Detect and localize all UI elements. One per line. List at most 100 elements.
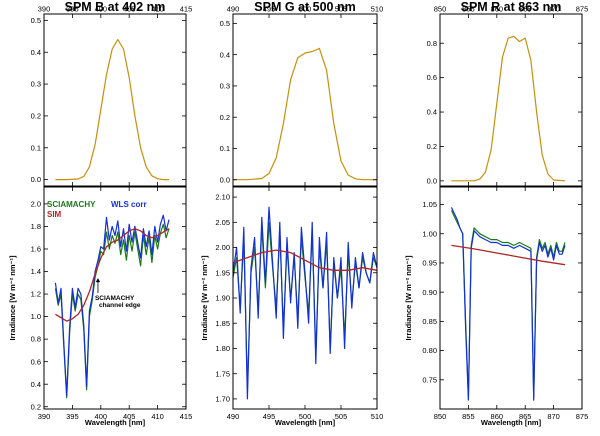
x-tick-label-top: 510	[371, 5, 384, 14]
x-tick-label-top: 410	[151, 5, 164, 14]
axes-frame	[439, 13, 583, 187]
y-tick-label: 1.95	[215, 268, 230, 277]
legend-sciamachy: SCIAMACHY	[47, 200, 96, 209]
axes-frame	[439, 186, 583, 410]
y-axis-label: Irradiance [W m⁻² nm⁻¹]	[8, 255, 17, 341]
x-tick-label: 500	[299, 412, 312, 421]
series-wls-line	[233, 206, 377, 400]
y-tick-label: 0.0	[427, 176, 437, 185]
y-tick-label: 0.95	[422, 259, 437, 268]
y-axis-label: Irradiance [W m⁻² nm⁻¹]	[404, 255, 413, 341]
y-tick-label: 1.80	[215, 344, 230, 353]
axes-frame	[232, 186, 378, 410]
y-tick-label: 0.5	[31, 16, 41, 25]
series-wls-line	[54, 214, 170, 397]
series-sim-line	[55, 228, 170, 322]
annotation-text: SCIAMACHY	[95, 295, 135, 302]
x-tick-label-top: 505	[335, 5, 348, 14]
x-tick-label-top: 495	[263, 5, 276, 14]
y-tick-label: 0.1	[220, 144, 230, 153]
upper-plot: 0.0 0.1 0.2 0.3 0.4 0.5 490 495 500 505 510	[220, 5, 384, 187]
y-tick-label: 0.3	[31, 80, 41, 89]
axes-frame	[43, 13, 187, 187]
series-wls-line	[450, 207, 566, 401]
y-tick-label: 0.0	[220, 175, 230, 184]
x-tick-label-top: 855	[462, 5, 475, 14]
x-axis-label: Wavelength [nm]	[481, 418, 542, 427]
x-tick-label: 410	[151, 412, 164, 421]
y-tick-label: 1.75	[215, 369, 230, 378]
x-tick-label: 390	[38, 412, 51, 421]
y-tick-label: 0.4	[31, 380, 41, 389]
x-tick-label-top: 415	[180, 5, 193, 14]
upper-plot: 0.0 0.2 0.4 0.6 0.8 850 855 860 865 870 875	[427, 5, 588, 187]
y-tick-label: 1.85	[215, 319, 230, 328]
lower-plot: 0.75 0.80 0.85 0.90 0.95 1.00 1.05 850 855 860 865…	[404, 186, 589, 427]
y-tick-label: 0.5	[220, 19, 230, 28]
x-tick-label: 505	[335, 412, 348, 421]
x-tick-label: 415	[180, 412, 193, 421]
x-tick-label: 865	[519, 412, 532, 421]
y-tick-label: 0.8	[427, 39, 437, 48]
y-tick-label: 0.1	[31, 143, 41, 152]
y-tick-label: 1.0	[31, 312, 41, 321]
x-tick-label-top: 500	[299, 5, 312, 14]
x-tick-label: 870	[547, 412, 560, 421]
legend-wls: WLS corr	[111, 200, 147, 209]
y-tick-label: 2.10	[215, 193, 230, 202]
y-tick-label: 0.4	[31, 48, 41, 57]
y-tick-label: 1.05	[422, 200, 437, 209]
axes-frame	[232, 13, 378, 187]
y-tick-label: 0.90	[422, 288, 437, 297]
x-tick-label-top: 865	[519, 5, 532, 14]
x-tick-label: 490	[227, 412, 240, 421]
y-tick-label: 0.0	[31, 175, 41, 184]
x-tick-label: 875	[576, 412, 589, 421]
y-tick-label: 0.3	[220, 82, 230, 91]
y-tick-label: 1.90	[215, 294, 230, 303]
y-tick-label: 1.6	[31, 245, 41, 254]
y-tick-label: 2.05	[215, 218, 230, 227]
y-tick-label: 0.4	[220, 50, 230, 59]
y-tick-label: 0.6	[427, 73, 437, 82]
x-tick-label: 495	[263, 412, 276, 421]
y-tick-label: 2.00	[215, 243, 230, 252]
series-sim-line	[451, 244, 566, 266]
chart-panel-R: SPM R at 863 nm 0.0 0.2 0.4 0.6 0.8 850 855 860 8…	[404, 0, 588, 427]
upper-plot: 0.0 0.1 0.2 0.3 0.4 0.5 390 395 400 405 410 415	[31, 5, 193, 187]
x-axis-label: Wavelength [nm]	[85, 418, 146, 427]
x-tick-label: 395	[66, 412, 79, 421]
x-tick-label: 510	[371, 412, 384, 421]
y-tick-label: 0.4	[427, 108, 437, 117]
y-tick-label: 0.8	[31, 335, 41, 344]
legend-sim: SIM	[47, 210, 62, 219]
series-sciamachy-line	[54, 223, 170, 399]
x-tick-label-top: 860	[491, 5, 504, 14]
y-tick-label: 1.00	[422, 229, 437, 238]
y-tick-label: 0.2	[31, 112, 41, 121]
y-tick-label: 0.75	[422, 375, 437, 384]
y-tick-label: 2.0	[31, 200, 41, 209]
chart-title: SPM G at 500 nm	[254, 0, 355, 14]
x-tick-label-top: 490	[227, 5, 240, 14]
x-axis-label: Wavelength [nm]	[275, 418, 336, 427]
series-srf-line	[233, 47, 377, 181]
y-tick-label: 0.2	[31, 402, 41, 411]
y-tick-label: 0.2	[220, 113, 230, 122]
y-tick-label: 0.2	[427, 142, 437, 151]
axes-frame	[43, 186, 187, 410]
lower-plot: 0.2 0.4 0.6 0.8 1.0 1.2 1.4 1.6 1.8 2.0 390 395 400 4…	[8, 186, 193, 427]
chart-panel-B: SPM B at 402 nm 0.0 0.1 0.2 0.3 0.4 0.5 390 395 4…	[8, 0, 192, 427]
x-tick-label-top: 390	[38, 5, 51, 14]
annotation-arrowhead	[95, 278, 101, 283]
x-tick-label-top: 850	[434, 5, 447, 14]
y-tick-label: 1.2	[31, 290, 41, 299]
x-tick-label: 405	[123, 412, 136, 421]
x-tick-label: 860	[491, 412, 504, 421]
x-tick-label: 850	[434, 412, 447, 421]
y-tick-label: 1.4	[31, 267, 41, 276]
chart-panel-G: SPM G at 500 nm 0.0 0.1 0.2 0.3 0.4 0.5 490 495 5…	[200, 0, 383, 427]
chart-title: SPM R at 863 nm	[461, 0, 562, 14]
x-tick-label-top: 400	[95, 5, 108, 14]
